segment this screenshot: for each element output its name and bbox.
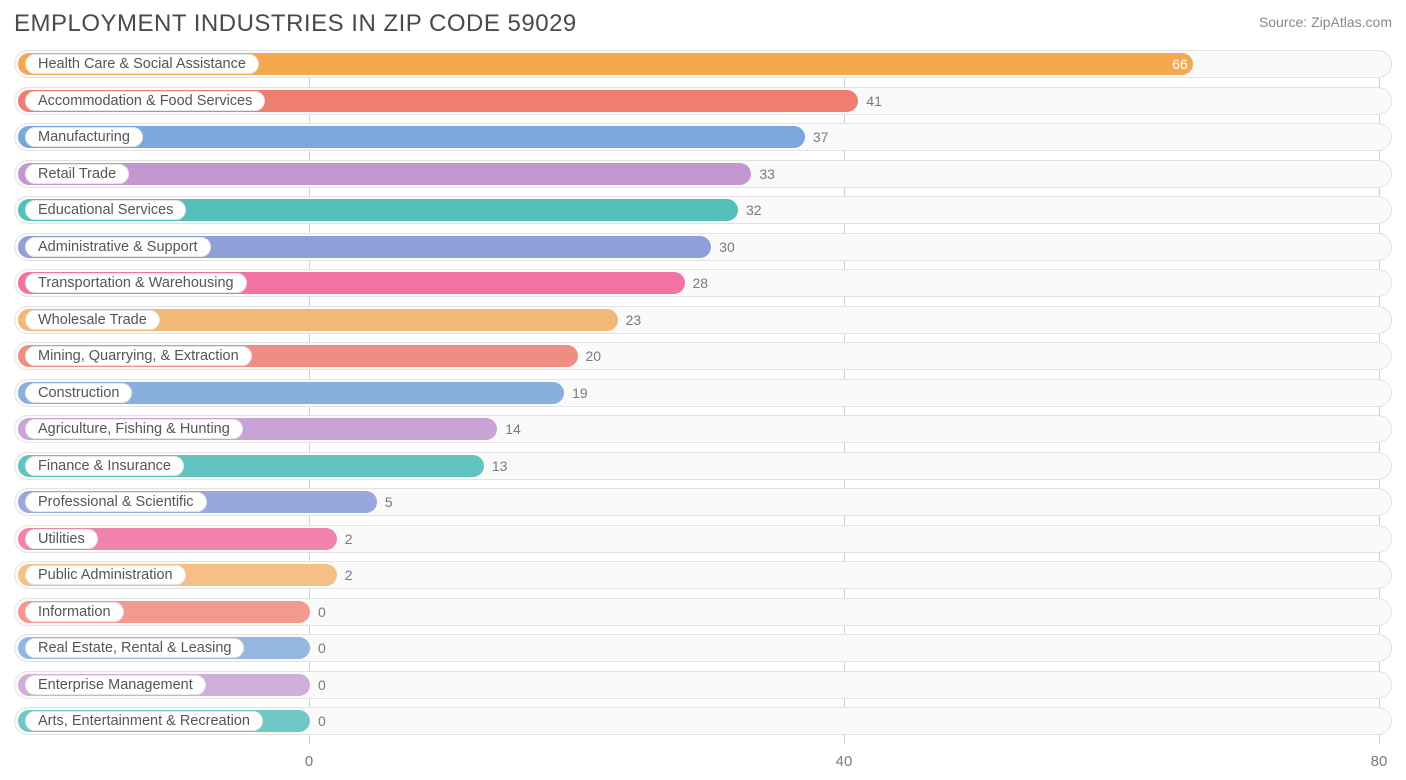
- bar-value: 14: [505, 421, 521, 437]
- bar-label: Health Care & Social Assistance: [25, 54, 259, 74]
- bar-value: 0: [318, 713, 326, 729]
- bar-label: Arts, Entertainment & Recreation: [25, 711, 263, 731]
- bar-value: 0: [318, 640, 326, 656]
- bar-label: Retail Trade: [25, 164, 129, 184]
- chart-area: 0 40 80 Health Care & Social Assistance 66 Ac…: [14, 50, 1392, 770]
- bar-track: Construction 19: [14, 379, 1392, 407]
- bar-label: Utilities: [25, 529, 98, 549]
- bar-label: Professional & Scientific: [25, 492, 207, 512]
- bar-label: Information: [25, 602, 124, 622]
- bar-label: Educational Services: [25, 200, 186, 220]
- bar-value: 0: [318, 677, 326, 693]
- bar-track: Real Estate, Rental & Leasing 0: [14, 634, 1392, 662]
- axis-tick-label: 0: [305, 753, 313, 770]
- bar-value: 41: [866, 93, 882, 109]
- bar-value: 0: [318, 604, 326, 620]
- bar-track: Finance & Insurance 13: [14, 452, 1392, 480]
- bar-value: 2: [345, 531, 353, 547]
- bar-value: 66: [1172, 56, 1188, 72]
- bar-value: 20: [586, 348, 602, 364]
- bar-track: Mining, Quarrying, & Extraction 20: [14, 342, 1392, 370]
- chart-source: Source: ZipAtlas.com: [1259, 14, 1392, 30]
- bar-track: Manufacturing 37: [14, 123, 1392, 151]
- bar-track: Administrative & Support 30: [14, 233, 1392, 261]
- bar-label: Real Estate, Rental & Leasing: [25, 638, 244, 658]
- bar-track: Educational Services 32: [14, 196, 1392, 224]
- bar-value: 28: [693, 275, 709, 291]
- bar-track: Professional & Scientific 5: [14, 488, 1392, 516]
- bar-track: Public Administration 2: [14, 561, 1392, 589]
- bar-track: Retail Trade 33: [14, 160, 1392, 188]
- bar-value: 13: [492, 458, 508, 474]
- bar-value: 30: [719, 239, 735, 255]
- bar-label: Transportation & Warehousing: [25, 273, 247, 293]
- bar-label: Accommodation & Food Services: [25, 91, 265, 111]
- bar-value: 19: [572, 385, 588, 401]
- bar-track: Wholesale Trade 23: [14, 306, 1392, 334]
- bar-value: 23: [626, 312, 642, 328]
- bar-track: Agriculture, Fishing & Hunting 14: [14, 415, 1392, 443]
- bar-value: 2: [345, 567, 353, 583]
- bar-track: Enterprise Management 0: [14, 671, 1392, 699]
- bar-label: Manufacturing: [25, 127, 143, 147]
- axis-tick-label: 40: [836, 753, 853, 770]
- bar-label: Agriculture, Fishing & Hunting: [25, 419, 243, 439]
- bar-label: Administrative & Support: [25, 237, 211, 257]
- bar-label: Mining, Quarrying, & Extraction: [25, 346, 252, 366]
- axis-tick-label: 80: [1371, 753, 1388, 770]
- bar-track: Transportation & Warehousing 28: [14, 269, 1392, 297]
- bar-label: Enterprise Management: [25, 675, 206, 695]
- bar-track: Arts, Entertainment & Recreation 0: [14, 707, 1392, 735]
- bar-label: Public Administration: [25, 565, 186, 585]
- bar-track: Accommodation & Food Services 41: [14, 87, 1392, 115]
- bar-track: Utilities 2: [14, 525, 1392, 553]
- chart-title: EMPLOYMENT INDUSTRIES IN ZIP CODE 59029: [14, 10, 577, 38]
- bar-label: Construction: [25, 383, 132, 403]
- bar-value: 32: [746, 202, 762, 218]
- bar-track: Information 0: [14, 598, 1392, 626]
- bar-value: 5: [385, 494, 393, 510]
- bar-label: Wholesale Trade: [25, 310, 160, 330]
- bar-value: 37: [813, 129, 829, 145]
- bar-label: Finance & Insurance: [25, 456, 184, 476]
- bar-track: Health Care & Social Assistance 66: [14, 50, 1392, 78]
- bar-value: 33: [759, 166, 775, 182]
